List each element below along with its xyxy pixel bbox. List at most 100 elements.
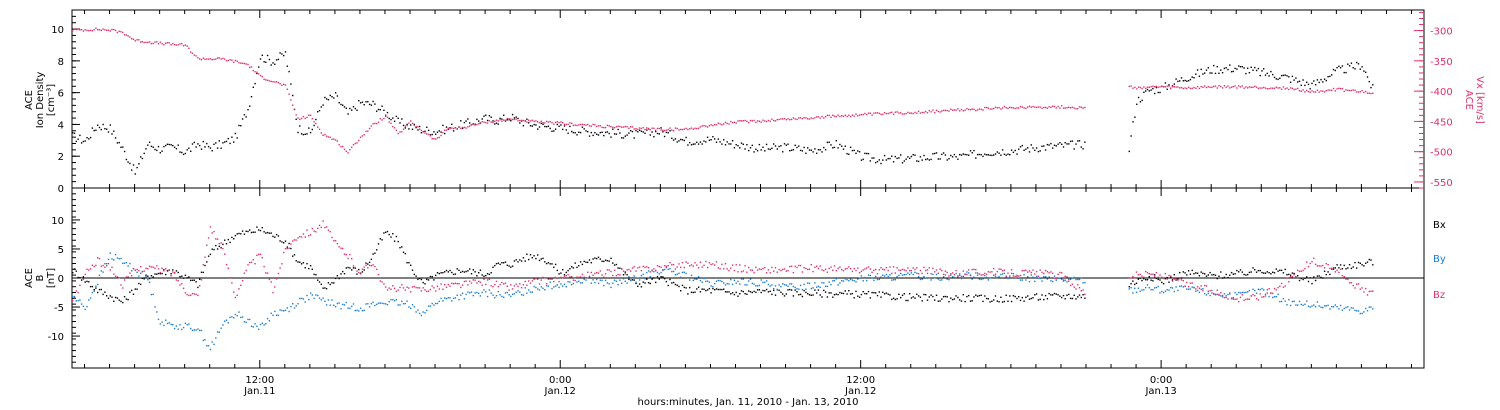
data-point — [733, 293, 736, 296]
data-point — [1314, 279, 1317, 282]
data-point — [229, 142, 231, 145]
data-point — [504, 282, 507, 284]
data-point — [637, 277, 639, 279]
data-point — [765, 280, 768, 282]
data-point — [774, 285, 777, 287]
data-point — [266, 231, 269, 234]
data-point — [429, 288, 432, 291]
data-point — [1236, 87, 1238, 89]
data-point — [819, 286, 821, 288]
data-point — [973, 296, 975, 298]
data-point — [122, 301, 124, 304]
data-point — [368, 306, 371, 308]
data-point — [1347, 267, 1349, 269]
data-point — [635, 281, 637, 283]
data-point — [370, 303, 373, 305]
data-point — [1028, 298, 1031, 300]
data-point — [215, 244, 217, 247]
data-point — [220, 327, 222, 329]
data-point — [1304, 84, 1306, 87]
data-point — [79, 134, 81, 137]
data-point — [402, 128, 405, 130]
data-point — [392, 117, 394, 119]
data-point — [581, 263, 584, 266]
data-point — [1255, 271, 1258, 273]
data-point — [1300, 270, 1302, 272]
data-point — [152, 276, 154, 278]
data-point — [315, 274, 317, 276]
data-point — [758, 289, 761, 291]
data-point — [858, 277, 861, 279]
data-point — [819, 265, 821, 267]
data-point — [376, 110, 378, 112]
data-point — [880, 267, 882, 269]
data-point — [290, 99, 292, 101]
data-point — [114, 137, 117, 139]
data-point — [227, 137, 229, 140]
data-point — [529, 120, 532, 122]
data-point — [479, 269, 482, 271]
data-point — [592, 134, 594, 137]
data-point — [485, 114, 487, 116]
data-point — [340, 103, 342, 106]
data-point — [88, 269, 90, 271]
data-point — [769, 120, 771, 122]
data-point — [968, 108, 970, 111]
data-point — [1053, 275, 1056, 277]
data-point — [368, 264, 371, 266]
data-point — [297, 303, 299, 305]
data-point — [359, 102, 362, 104]
data-point — [587, 271, 589, 273]
data-point — [259, 229, 262, 232]
data-point — [478, 123, 480, 125]
data-point — [787, 270, 789, 272]
data-point — [708, 281, 711, 283]
data-point — [503, 262, 505, 264]
data-point — [576, 124, 578, 127]
data-point — [1304, 91, 1306, 93]
data-point — [832, 114, 834, 116]
data-point — [1230, 271, 1233, 274]
data-point — [1141, 289, 1143, 291]
data-point — [715, 141, 718, 143]
data-point — [1372, 92, 1374, 94]
data-point — [218, 245, 220, 248]
data-point — [261, 54, 263, 56]
data-point — [499, 117, 501, 120]
data-point — [165, 273, 167, 276]
data-point — [932, 267, 934, 270]
data-point — [1365, 90, 1367, 93]
data-point — [601, 279, 603, 282]
data-point — [869, 297, 871, 299]
data-point — [336, 95, 339, 97]
data-point — [402, 251, 405, 253]
data-point — [511, 113, 514, 116]
data-point — [363, 104, 365, 106]
data-point — [386, 230, 389, 233]
data-point — [823, 146, 825, 149]
data-point — [306, 229, 308, 231]
data-point — [535, 278, 537, 280]
data-point — [762, 119, 764, 121]
data-point — [975, 272, 977, 274]
data-point — [266, 79, 269, 81]
data-point — [578, 124, 580, 126]
data-point — [1012, 275, 1015, 277]
data-point — [225, 263, 228, 266]
data-point — [1193, 287, 1195, 289]
data-point — [526, 118, 528, 120]
data-point — [340, 273, 342, 275]
data-point — [817, 289, 820, 291]
data-point — [739, 283, 741, 285]
data-point — [1261, 87, 1263, 89]
data-point — [737, 271, 739, 273]
data-point — [653, 271, 655, 273]
data-point — [919, 112, 922, 114]
data-point — [1359, 91, 1361, 93]
field-ylabel-line2: B — [35, 274, 46, 281]
data-point — [1220, 69, 1222, 71]
data-point — [1279, 77, 1281, 79]
data-point — [122, 146, 124, 148]
data-point — [721, 263, 723, 266]
data-point — [1152, 85, 1154, 87]
